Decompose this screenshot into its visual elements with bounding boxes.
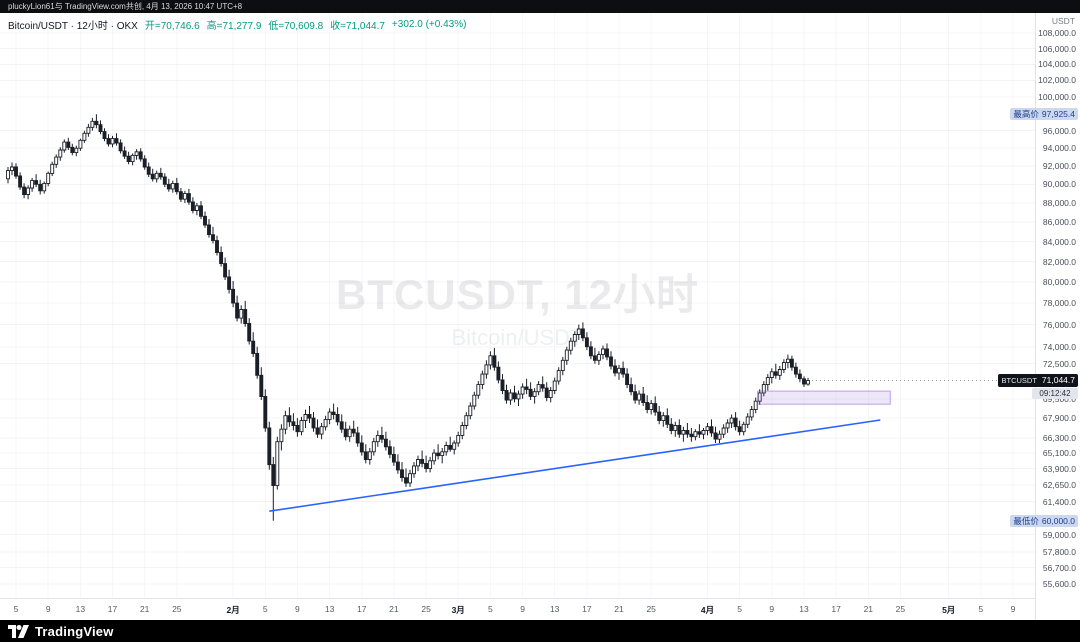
- highest-price-value: 97,925.4: [1041, 109, 1075, 120]
- time-tick-label: 21: [139, 604, 150, 614]
- grid-horizontal-lines: [0, 32, 1035, 585]
- highest-price-badge: 最高价 97,925.4: [1010, 108, 1078, 121]
- price-tick-label: 67,900.0: [1042, 413, 1076, 424]
- price-axis[interactable]: USDT 108,000.0 106,000.0 104,000.0 102,000.…: [1035, 13, 1080, 620]
- time-tick-label: 5: [13, 604, 19, 614]
- bar-countdown: 09:12:42: [1032, 387, 1078, 399]
- time-tick-label: 17: [357, 604, 367, 614]
- last-price-value: 71,044.7: [1041, 375, 1075, 386]
- time-tick-label: 9: [769, 604, 775, 614]
- price-tick-label: 74,000.0: [1042, 341, 1076, 352]
- price-tick-label: 80,000.0: [1042, 277, 1076, 288]
- tradingview-logo[interactable]: TradingView: [8, 624, 114, 639]
- price-tick-label: 61,400.0: [1042, 496, 1076, 507]
- time-tick-label: 21: [389, 604, 399, 614]
- last-price-badge: BTCUSDT 71,044.7: [998, 374, 1078, 388]
- supply-zone-rectangle[interactable]: [757, 390, 891, 405]
- time-tick-label: 13: [549, 604, 560, 614]
- time-axis[interactable]: 5 9 13 17 21 25 2月 5 9 13 17 21 25 3月 5 9 13 17 21 25 4月 5 9 13…: [0, 598, 1035, 620]
- price-tick-label: 88,000.0: [1042, 198, 1076, 208]
- price-tick-label: 57,800.0: [1042, 546, 1076, 557]
- legend-high: 高=71,277.9: [206, 21, 262, 32]
- price-tick-label: 56,700.0: [1042, 562, 1076, 573]
- last-price-symbol: BTCUSDT: [1001, 376, 1037, 386]
- legend-change: +302.0 (+0.43%): [391, 19, 467, 30]
- attribution-bar: pluckyLion61与 TradingView.com共创, 4月 13, …: [0, 0, 1080, 13]
- time-tick-label: 25: [421, 604, 431, 614]
- symbol-legend[interactable]: Bitcoin/USDT · 12小时 · OKX 开=70,746.6 高=7…: [8, 17, 466, 32]
- price-tick-label: 65,100.0: [1042, 448, 1076, 459]
- time-tick-label: 21: [863, 604, 874, 614]
- attribution-text: pluckyLion61与 TradingView.com共创, 4月 13, …: [8, 2, 243, 11]
- price-tick-label: 96,000.0: [1042, 125, 1076, 136]
- price-tick-label: 86,000.0: [1042, 217, 1076, 227]
- up-candle-bodies: [6, 120, 810, 487]
- legend-low: 低=70,609.8: [268, 21, 324, 32]
- price-tick-label: 94,000.0: [1042, 143, 1076, 154]
- price-tick-label: 84,000.0: [1042, 236, 1076, 247]
- price-tick-label: 90,000.0: [1042, 179, 1076, 190]
- time-tick-month-label: 3月: [451, 605, 465, 615]
- price-axis-currency-label: USDT: [1051, 16, 1075, 26]
- candle-wicks: [7, 114, 809, 521]
- time-tick-label: 9: [295, 604, 300, 614]
- chart-region: BTCUSDT, 12小时 Bitcoin/USDT Bitcoin/USDT …: [0, 13, 1080, 620]
- lowest-price-label: 最低价: [1013, 515, 1039, 526]
- price-tick-label: 108,000.0: [1038, 28, 1076, 38]
- price-chart-canvas[interactable]: [0, 13, 1035, 598]
- grid-vertical-lines: [15, 13, 1014, 598]
- highest-price-label: 最高价: [1013, 109, 1039, 120]
- price-tick-label: 72,500.0: [1042, 358, 1076, 369]
- time-tick-label: 13: [799, 604, 809, 614]
- time-tick-label: 9: [45, 604, 51, 614]
- time-tick-label: 21: [614, 604, 624, 614]
- time-tick-label: 5: [262, 604, 268, 614]
- time-tick-month-label: 4月: [700, 605, 715, 615]
- time-tick-label: 9: [520, 604, 525, 614]
- legend-symbol[interactable]: Bitcoin/USDT · 12小时 · OKX: [8, 21, 138, 32]
- legend-open: 开=70,746.6: [144, 21, 200, 32]
- price-tick-label: 82,000.0: [1042, 256, 1076, 267]
- tradingview-logo-icon: [8, 624, 29, 638]
- time-tick-label: 5: [978, 604, 984, 614]
- ascending-trendline[interactable]: [269, 419, 881, 512]
- price-tick-label: 102,000.0: [1038, 75, 1076, 86]
- price-tick-label: 76,000.0: [1042, 319, 1076, 330]
- price-tick-label: 104,000.0: [1038, 59, 1076, 70]
- price-tick-label: 106,000.0: [1038, 43, 1076, 54]
- time-tick-label: 13: [75, 604, 86, 614]
- tradingview-logo-text: TradingView: [35, 623, 114, 639]
- time-tick-label: 13: [324, 604, 335, 614]
- footer-bar: TradingView: [0, 620, 1080, 642]
- time-tick-label: 25: [172, 604, 182, 614]
- legend-close: 收=71,044.7: [330, 21, 385, 32]
- time-tick-label: 17: [107, 604, 118, 614]
- time-tick-label: 5: [488, 604, 493, 614]
- price-tick-label: 63,900.0: [1042, 463, 1076, 474]
- price-tick-label: 62,650.0: [1042, 479, 1076, 490]
- price-tick-label: 78,000.0: [1042, 298, 1076, 309]
- price-tick-label: 66,300.0: [1042, 432, 1076, 443]
- down-candle-bodies: [14, 120, 806, 486]
- price-tick-label: 100,000.0: [1038, 91, 1076, 102]
- time-tick-month-label: 5月: [942, 605, 956, 615]
- time-tick-label: 25: [895, 604, 906, 614]
- price-tick-label: 69,500.0: [1042, 393, 1076, 404]
- price-tick-label: 92,000.0: [1042, 161, 1076, 172]
- time-tick-label: 25: [646, 604, 656, 614]
- lowest-price-badge: 最低价 60,000.0: [1010, 514, 1078, 527]
- lowest-price-value: 60,000.0: [1041, 515, 1075, 526]
- time-tick-month-label: 2月: [226, 605, 240, 615]
- time-tick-label: 17: [582, 604, 592, 614]
- time-tick-label: 9: [1010, 604, 1016, 614]
- time-tick-label: 17: [831, 604, 841, 614]
- price-tick-label: 59,000.0: [1042, 529, 1076, 540]
- price-tick-label: 55,600.0: [1042, 579, 1076, 589]
- time-tick-label: 5: [737, 604, 742, 614]
